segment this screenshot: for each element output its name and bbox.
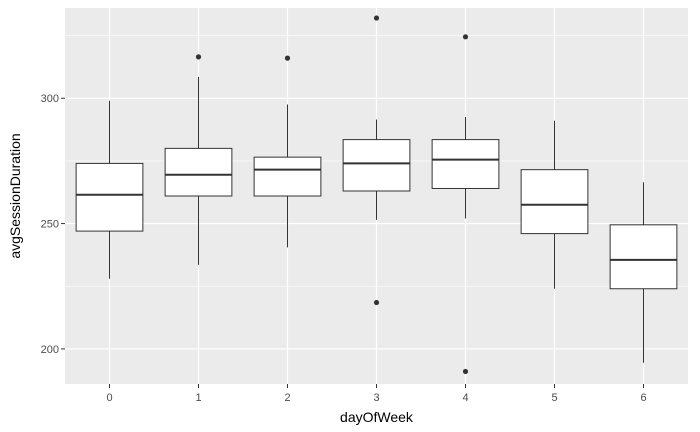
iqr-box: [520, 169, 589, 235]
iqr-box: [609, 224, 678, 290]
x-tick-label: 4: [462, 392, 468, 404]
y-axis-title: avgSessionDuration: [7, 133, 23, 258]
y-tick-label: 250: [41, 219, 59, 231]
y-tick-label: 200: [41, 344, 59, 356]
box-0: [75, 100, 144, 279]
outlier-point: [373, 15, 380, 21]
x-tick-label: 1: [195, 392, 201, 404]
box-2: [253, 55, 322, 248]
box-4: [431, 34, 500, 375]
box-3: [342, 15, 411, 306]
x-tick-label: 6: [640, 392, 646, 404]
box-6: [609, 182, 678, 363]
iqr-box: [253, 156, 322, 197]
outlier-point: [284, 55, 291, 61]
x-axis-title: dayOfWeek: [340, 409, 414, 425]
iqr-box: [75, 162, 144, 232]
outlier-point: [462, 368, 469, 375]
x-tick-label: 0: [106, 392, 112, 404]
y-axis: 200 250 300: [41, 93, 65, 356]
box-1: [164, 54, 233, 265]
outlier-point: [195, 54, 202, 60]
iqr-box: [164, 147, 233, 197]
outlier-point: [462, 34, 469, 40]
x-axis: 0 1 2 3 4 5 6: [106, 384, 647, 404]
outlier-point: [373, 299, 380, 306]
x-tick-label: 3: [373, 392, 379, 404]
iqr-box: [342, 139, 411, 192]
x-tick-label: 5: [551, 392, 557, 404]
iqr-box: [431, 139, 500, 189]
y-tick-label: 300: [41, 93, 59, 105]
box-5: [520, 120, 589, 289]
x-tick-label: 2: [284, 392, 290, 404]
box-marks: [75, 15, 678, 375]
